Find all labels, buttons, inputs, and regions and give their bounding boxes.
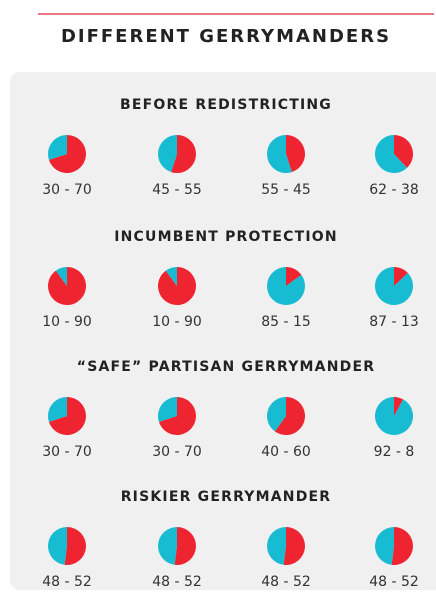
pie-slice [267,397,286,432]
pie-slice [286,267,302,286]
pie-slice [47,267,86,306]
pie-label: 30 - 70 [152,444,202,460]
pie-label: 48 - 52 [42,574,92,590]
pie-slice [48,397,67,422]
section-title: INCUMBENT PROTECTION [114,229,338,245]
pie-slice [158,527,177,565]
pie-slice [394,397,404,416]
pie-label: 48 - 52 [152,574,202,590]
pie-slice [267,527,286,565]
pie-slice [375,527,394,565]
pie-slice [174,527,197,565]
pie-slice [267,267,305,306]
pie-label: 45 - 55 [152,182,202,198]
pie-slice [171,135,197,173]
pie-label: 87 - 13 [369,314,419,330]
pie-label: 48 - 52 [261,574,311,590]
pie-slice [158,397,177,422]
pie-slice [55,267,67,286]
pie-slice [48,135,87,173]
pie-label: 85 - 15 [261,314,311,330]
pie-slice [48,397,87,435]
pie-label: 62 - 38 [369,182,419,198]
page-title: DIFFERENT GERRYMANDERS [61,26,391,47]
pie-slice [158,397,197,436]
pie-slice [286,135,305,173]
pie-slice [274,397,306,435]
pie-label: 10 - 90 [152,314,202,330]
pie-slice [391,527,414,565]
pie-label: 30 - 70 [42,182,92,198]
pie-label: 10 - 90 [42,314,92,330]
pie-label: 55 - 45 [261,182,311,198]
section-title: “SAFE” PARTISAN GERRYMANDER [77,359,375,375]
pie-slice [64,527,87,565]
pie-slice [375,397,414,435]
section-title: BEFORE REDISTRICTING [120,97,332,113]
pie-label: 40 - 60 [261,444,311,460]
pie-slice [375,135,408,174]
pie-slice [394,135,413,168]
pie-slice [165,267,177,286]
pie-label: 92 - 8 [374,444,415,460]
section-title: RISKIER GERRYMANDER [121,489,332,505]
pie-slice [283,527,306,565]
panel [10,72,436,590]
pie-slice [267,135,292,174]
pie-label: 48 - 52 [369,574,419,590]
pie-slice [374,267,413,305]
pie-slice [394,267,408,286]
pie-slice [48,527,67,565]
pie-slice [158,135,177,173]
pie-slice [48,135,67,160]
pie-label: 30 - 70 [42,444,92,460]
